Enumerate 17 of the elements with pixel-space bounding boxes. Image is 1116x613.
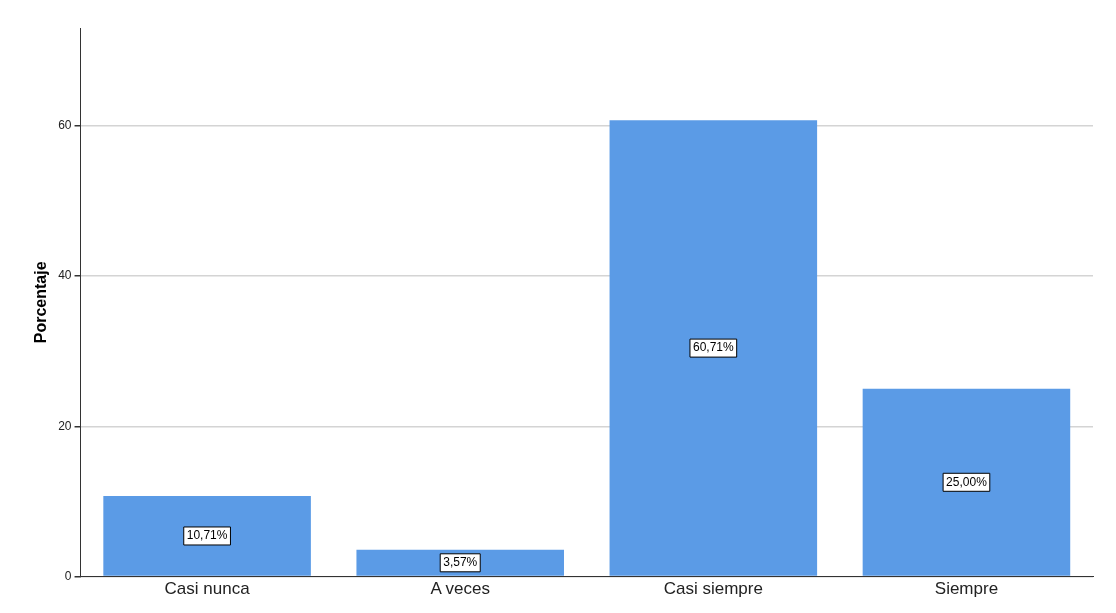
y-tick-label: 40 — [58, 268, 72, 283]
data-label: 60,71% — [692, 340, 735, 355]
bar — [862, 388, 1071, 576]
y-tick-label: 20 — [58, 418, 72, 433]
y-tick-label: 0 — [64, 568, 72, 583]
data-label: 25,00% — [946, 474, 988, 489]
data-label: 10,71% — [186, 528, 228, 543]
y-tick-label: 60 — [58, 118, 72, 133]
bar — [356, 549, 564, 576]
data-label: 3,57% — [443, 555, 478, 570]
bar — [103, 496, 311, 576]
x-tick-label: Casi siempre — [663, 579, 763, 599]
x-tick-label: A veces — [430, 579, 490, 599]
x-tick-label: Siempre — [934, 579, 999, 599]
bar — [609, 120, 818, 576]
y-axis-title: Porcentaje — [32, 261, 50, 344]
x-tick-label: Casi nunca — [164, 579, 251, 599]
